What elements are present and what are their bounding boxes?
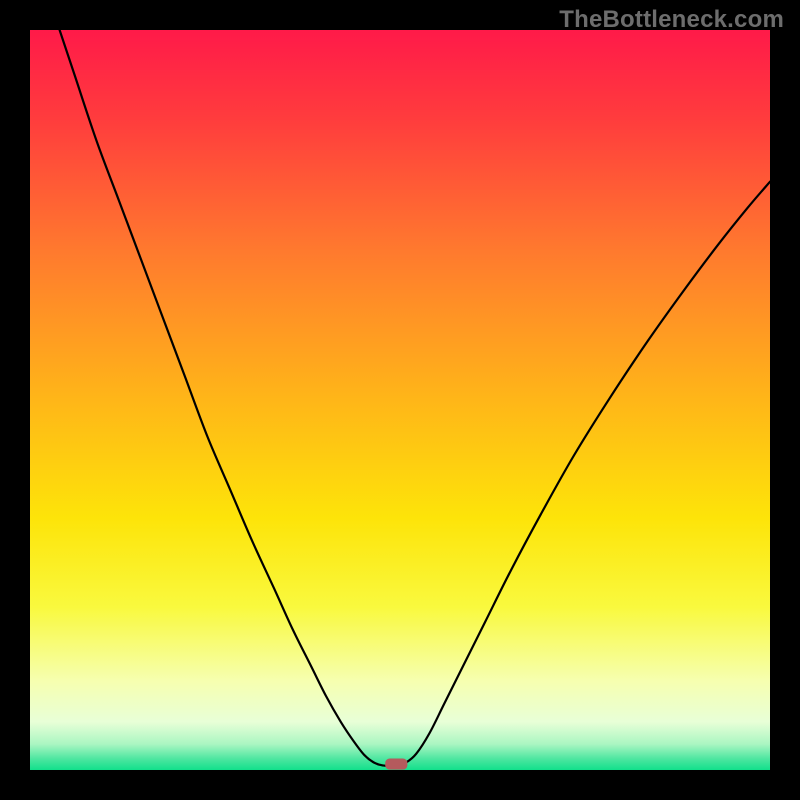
chart-background (30, 30, 770, 770)
chart-svg (30, 30, 770, 770)
minimum-marker (385, 759, 407, 770)
plot-area (30, 30, 770, 770)
chart-frame: TheBottleneck.com (0, 0, 800, 800)
